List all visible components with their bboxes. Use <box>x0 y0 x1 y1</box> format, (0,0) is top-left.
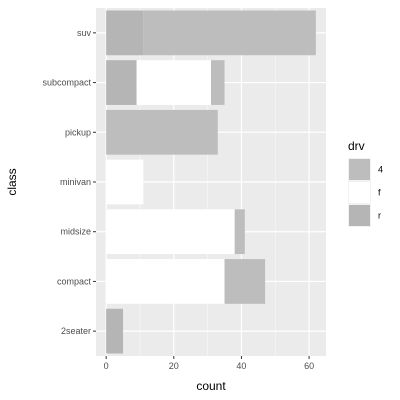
x-tick-label: 60 <box>304 361 314 371</box>
y-tick-label: midsize <box>60 227 91 237</box>
y-tick-label: pickup <box>65 127 91 137</box>
legend-key-drv-r <box>349 205 370 226</box>
bar-compact-drv-f <box>106 259 225 304</box>
x-axis-title: count <box>196 379 226 393</box>
legend-label-drv-f: f <box>378 188 381 198</box>
x-tick-label: 0 <box>104 361 109 371</box>
y-tick-label: minivan <box>60 177 91 187</box>
legend-key-drv-4 <box>349 159 370 180</box>
bar-suv-drv-4 <box>143 10 316 56</box>
y-tick-label: compact <box>57 276 92 286</box>
legend-title: drv <box>348 139 365 153</box>
y-tick-label: suv <box>77 28 92 38</box>
bar-midsize-drv-f <box>106 209 235 255</box>
y-tick-label: 2seater <box>61 326 91 336</box>
bar-compact-drv-4 <box>224 259 266 304</box>
bar-midsize-drv-4 <box>234 209 245 255</box>
bar-subcompact-drv-4 <box>211 60 225 105</box>
bar-pickup-drv-4 <box>106 109 218 155</box>
bar-subcompact-drv-f <box>136 60 211 105</box>
legend: drv 4 f r <box>348 139 383 227</box>
x-tick-label: 20 <box>169 361 179 371</box>
bar-suv-drv-r <box>106 10 144 56</box>
legend-label-drv-r: r <box>378 211 381 221</box>
bars <box>106 10 316 354</box>
bar-2seater-drv-r <box>106 308 124 354</box>
bar-subcompact-drv-r <box>106 60 137 105</box>
legend-key-drv-f <box>349 182 370 203</box>
x-axis: 0 20 40 60 <box>104 356 314 371</box>
y-tick-label: subcompact <box>42 78 91 88</box>
x-tick-label: 40 <box>236 361 246 371</box>
bar-minivan-drv-f <box>106 159 144 205</box>
legend-label-drv-4: 4 <box>378 165 383 175</box>
y-axis: 2seater compact midsize minivan pickup subcom… <box>42 28 96 336</box>
y-axis-title: class <box>5 168 19 195</box>
